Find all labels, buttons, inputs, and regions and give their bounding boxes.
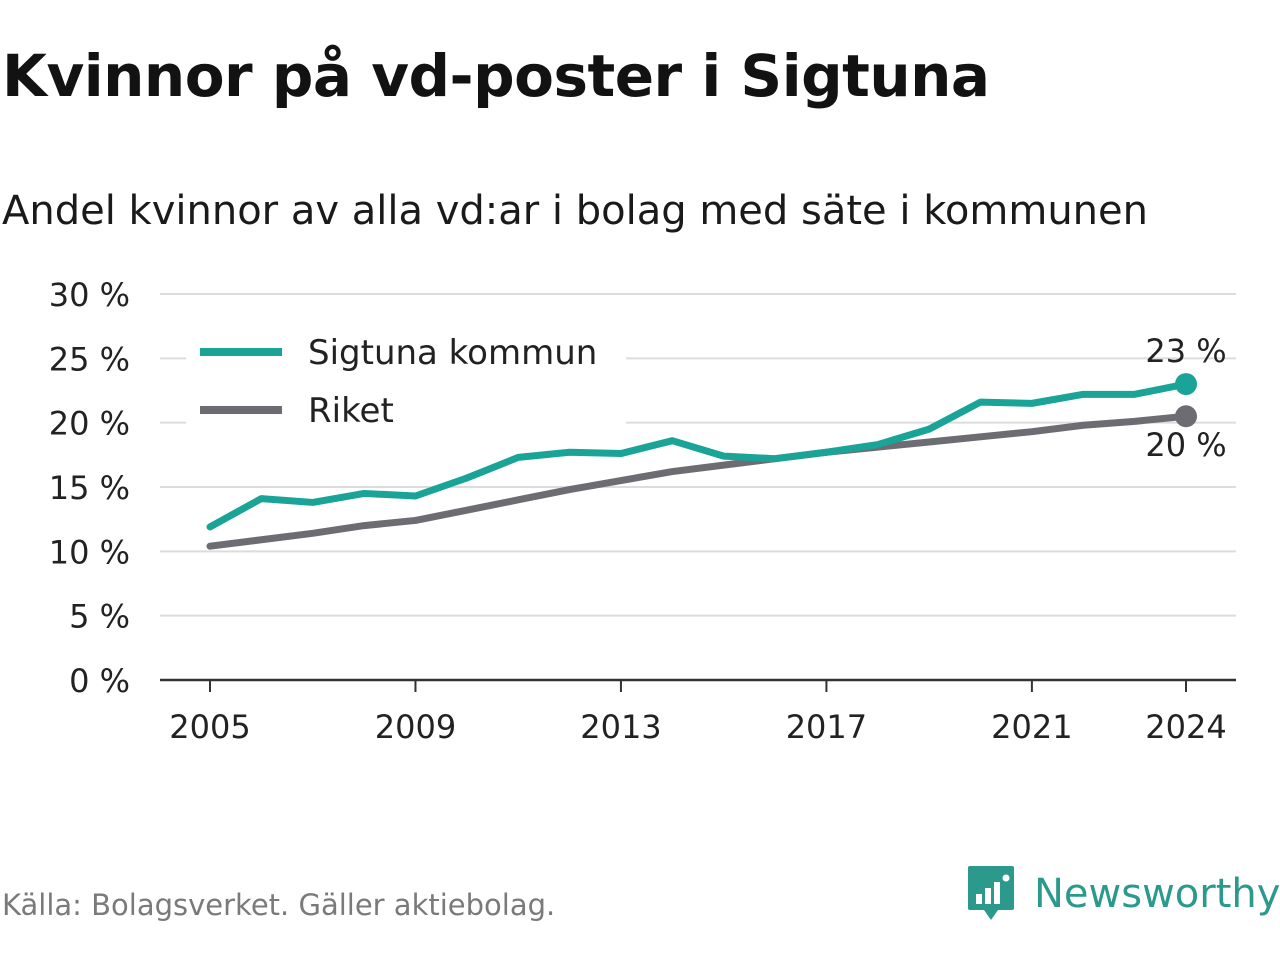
y-tick-label: 5 % <box>69 598 130 636</box>
brand-logo: Newsworthy <box>966 864 1280 924</box>
y-tick-label: 20 % <box>49 405 130 443</box>
end-label-sigtuna: 23 % <box>1145 332 1226 370</box>
legend-label-sigtuna: Sigtuna kommun <box>308 333 597 373</box>
series-line-sigtuna <box>206 380 1190 531</box>
x-tick-label: 2009 <box>375 708 456 746</box>
y-tick-label: 15 % <box>49 469 130 507</box>
y-tick-label: 30 % <box>49 276 130 314</box>
end-labels: 23 % 20 % <box>1145 332 1226 464</box>
series-lines <box>206 373 1197 550</box>
y-axis-ticks: 0 % 5 % 10 % 15 % 20 % 25 % 30 % <box>49 276 130 700</box>
x-tick-label: 2017 <box>786 708 867 746</box>
legend-label-riket: Riket <box>308 391 394 431</box>
chart-subtitle: Andel kvinnor av alla vd:ar i bolag med … <box>2 188 1148 234</box>
y-tick-label: 25 % <box>49 340 130 378</box>
y-tick-label: 0 % <box>69 662 130 700</box>
x-tick-label: 2005 <box>169 708 250 746</box>
x-tick-label: 2024 <box>1145 708 1226 746</box>
end-label-riket: 20 % <box>1145 426 1226 464</box>
end-point-sigtuna <box>1175 373 1197 396</box>
chart-title: Kvinnor på vd-poster i Sigtuna <box>2 42 990 110</box>
newsworthy-logo-icon <box>968 866 1014 920</box>
x-tick-label: 2021 <box>991 708 1072 746</box>
x-axis-ticks: 2005 2009 2013 2017 2021 2024 <box>169 680 1227 746</box>
series-line-riket <box>206 412 1190 550</box>
brand-name: Newsworthy <box>1034 871 1280 917</box>
x-tick-label: 2013 <box>580 708 661 746</box>
end-point-riket <box>1175 405 1197 428</box>
y-tick-label: 10 % <box>49 533 130 571</box>
legend: Sigtuna kommun Riket <box>186 330 626 432</box>
source-note: Källa: Bolagsverket. Gäller aktiebolag. <box>2 888 556 922</box>
